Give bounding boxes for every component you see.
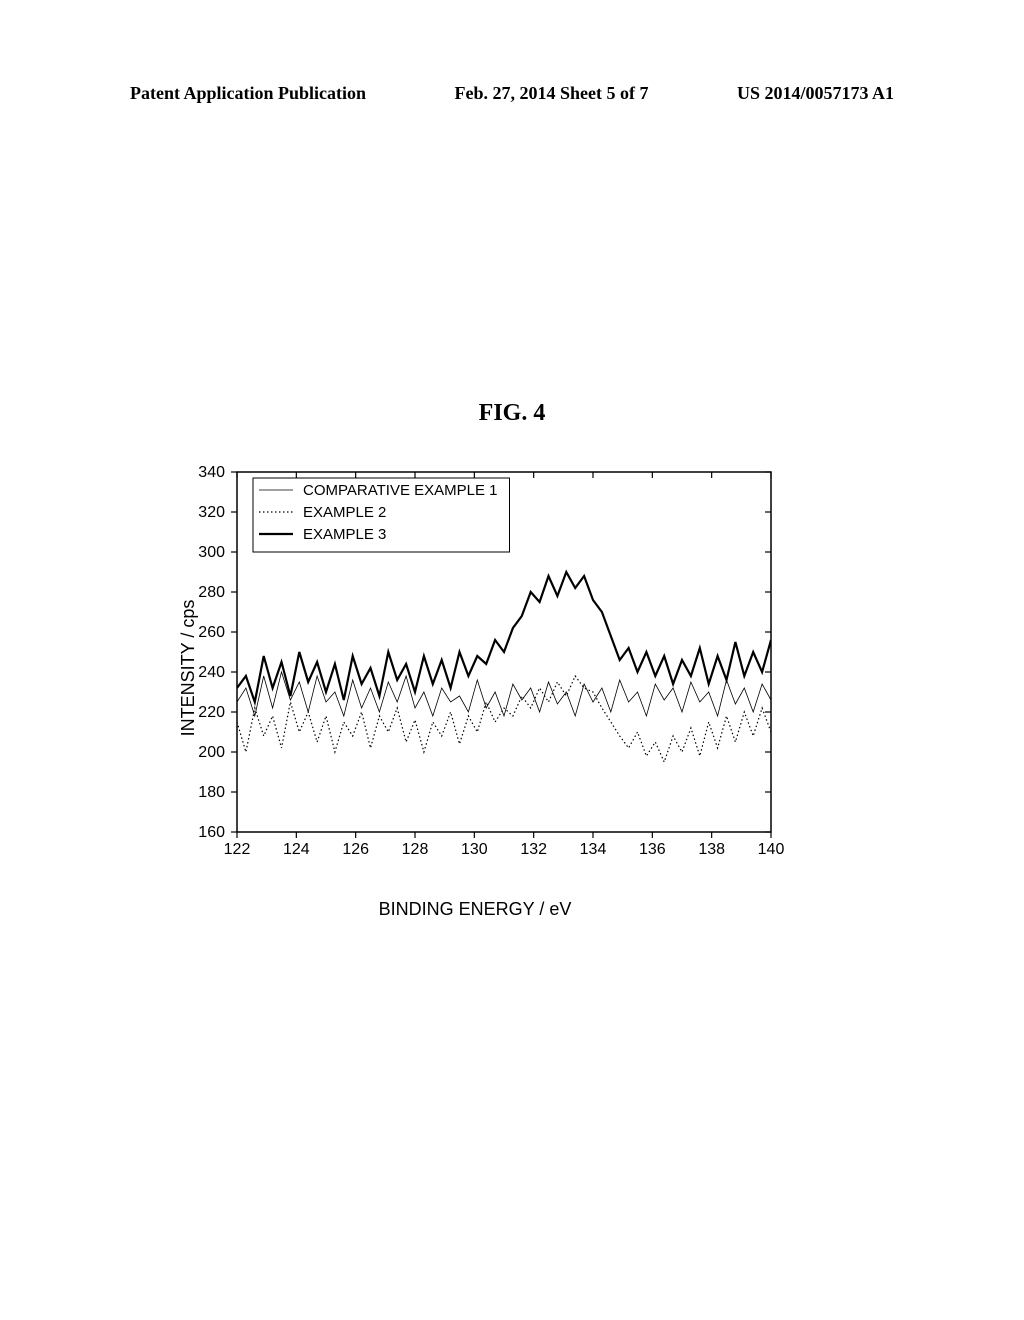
page-header: Patent Application Publication Feb. 27, … <box>0 83 1024 104</box>
header-right: US 2014/0057173 A1 <box>737 83 894 104</box>
svg-text:280: 280 <box>198 584 225 601</box>
svg-text:260: 260 <box>198 624 225 641</box>
svg-text:124: 124 <box>283 841 310 858</box>
svg-text:COMPARATIVE EXAMPLE 1: COMPARATIVE EXAMPLE 1 <box>303 482 498 499</box>
svg-text:132: 132 <box>520 841 547 858</box>
chart-svg: 160 180 200 220 240 260 280 300 320 340 122 124 126 1… <box>165 458 785 878</box>
svg-text:300: 300 <box>198 544 225 561</box>
header-mid: Feb. 27, 2014 Sheet 5 of 7 <box>455 83 649 104</box>
svg-text:140: 140 <box>758 841 785 858</box>
svg-text:136: 136 <box>639 841 666 858</box>
x-axis-label: BINDING ENERGY / eV <box>379 899 572 920</box>
y-axis-label: INTENSITY / cps <box>178 600 199 737</box>
svg-text:122: 122 <box>224 841 251 858</box>
svg-text:EXAMPLE 2: EXAMPLE 2 <box>303 504 386 521</box>
svg-text:220: 220 <box>198 704 225 721</box>
svg-text:128: 128 <box>402 841 429 858</box>
chart-container: INTENSITY / cps BINDING ENERGY / eV 1601… <box>165 458 785 878</box>
svg-text:340: 340 <box>198 464 225 481</box>
svg-text:130: 130 <box>461 841 488 858</box>
svg-text:180: 180 <box>198 784 225 801</box>
svg-text:138: 138 <box>698 841 725 858</box>
header-left: Patent Application Publication <box>130 83 366 104</box>
svg-text:134: 134 <box>580 841 607 858</box>
svg-text:EXAMPLE 3: EXAMPLE 3 <box>303 526 386 543</box>
svg-text:320: 320 <box>198 504 225 521</box>
figure-title: FIG. 4 <box>0 400 1024 427</box>
svg-text:240: 240 <box>198 664 225 681</box>
svg-text:126: 126 <box>342 841 369 858</box>
svg-text:160: 160 <box>198 824 225 841</box>
svg-text:200: 200 <box>198 744 225 761</box>
